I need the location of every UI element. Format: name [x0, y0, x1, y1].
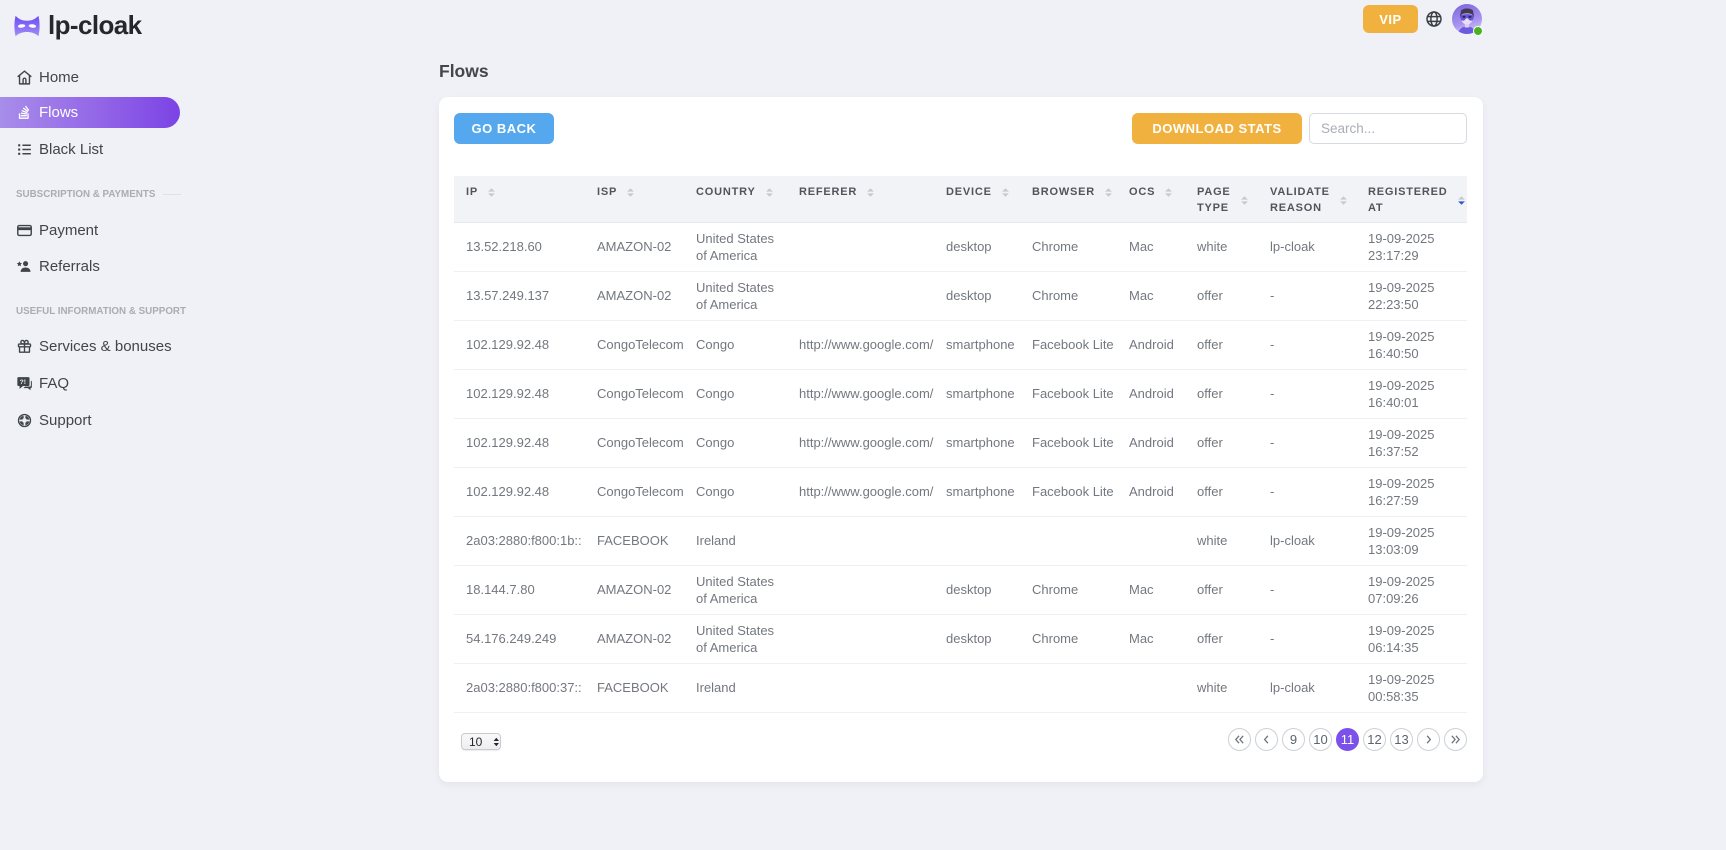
svg-text:?!: ?!	[20, 379, 26, 386]
